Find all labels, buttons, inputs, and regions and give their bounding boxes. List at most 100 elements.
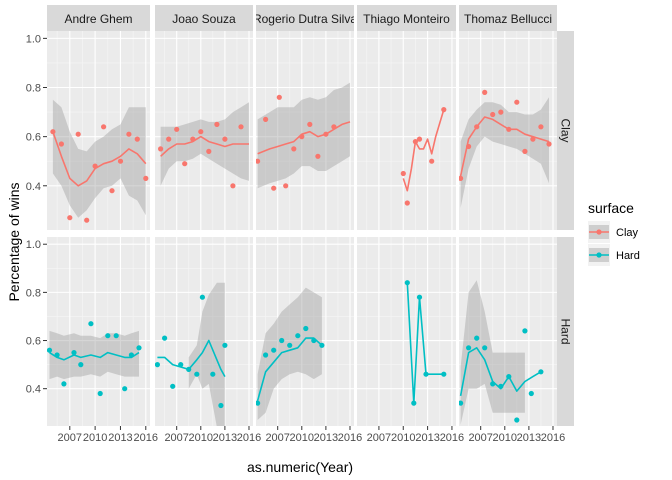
y-tick-label: 0.8 [26, 83, 41, 95]
panel-background [357, 31, 456, 230]
data-point [256, 400, 261, 406]
panel-marks [256, 82, 351, 191]
x-tick-label: 2013 [213, 432, 237, 444]
smooth-line [256, 337, 323, 401]
player-strips: Andre Ghem Joao Souza Rogerio Dutra Silva T… [47, 5, 557, 31]
y-tick-label: 0.8 [26, 287, 41, 299]
data-point [474, 335, 480, 341]
facet-panels [47, 31, 557, 426]
data-point [331, 124, 337, 130]
data-point [222, 136, 228, 142]
data-point [459, 175, 464, 181]
data-point [404, 280, 410, 286]
data-point [230, 183, 236, 189]
data-point [71, 350, 77, 356]
panel-clay-2 [256, 31, 354, 230]
data-point [323, 131, 329, 137]
data-point [162, 335, 168, 341]
data-point [271, 185, 277, 191]
data-point [411, 400, 417, 406]
data-point [101, 124, 107, 130]
confidence-band [52, 99, 146, 218]
panel-data [158, 102, 249, 189]
legend-title: surface [588, 200, 634, 216]
data-point [113, 333, 119, 339]
x-tick-label: 2016 [541, 432, 565, 444]
strip-background [459, 5, 557, 31]
x-tick-label: 2016 [134, 432, 158, 444]
confidence-band [188, 282, 225, 426]
data-point [466, 143, 472, 150]
data-point [295, 333, 301, 339]
data-point [190, 136, 196, 142]
data-point [58, 141, 64, 147]
x-tick-label: 2013 [314, 432, 338, 444]
panel-hard-2 [256, 237, 354, 426]
data-point [158, 146, 164, 152]
data-point [263, 116, 269, 122]
confidence-band [49, 330, 139, 380]
data-point [109, 188, 115, 194]
legend-point [596, 252, 602, 258]
data-point [170, 383, 176, 389]
data-point [199, 294, 205, 300]
data-point [61, 381, 67, 387]
smooth-line [402, 109, 445, 192]
data-point [238, 124, 244, 130]
data-point [256, 158, 261, 164]
legend-label: Hard [616, 250, 640, 262]
x-tick-label: 2013 [415, 432, 439, 444]
x-tick-label: 2010 [83, 432, 107, 444]
legend: surface Clay Hard [588, 200, 640, 266]
strip-label: Hard [559, 318, 573, 344]
data-point [128, 352, 134, 358]
y-axis-title: Percentage of wins [6, 182, 22, 301]
confidence-band [460, 97, 549, 208]
x-tick-label: 2007 [367, 432, 391, 444]
data-point [429, 158, 435, 164]
panel-marks [158, 102, 249, 189]
x-tick-label: 2007 [58, 432, 82, 444]
panel-data [459, 89, 552, 208]
data-point [67, 215, 73, 221]
data-point [136, 345, 142, 351]
data-point [416, 294, 423, 300]
strip-player-4: Thomaz Bellucci [459, 5, 557, 31]
data-point [283, 183, 289, 189]
panel-clay-4 [459, 31, 557, 230]
strip-surface-clay: Clay [557, 31, 574, 230]
panel-background [357, 237, 456, 426]
data-point [276, 94, 282, 100]
strip-player-3: Thiago Monteiro [357, 5, 456, 31]
data-point [530, 136, 536, 142]
strip-label: Andre Ghem [64, 12, 132, 26]
data-point [122, 386, 128, 392]
legend-label: Clay [616, 227, 639, 239]
y-tick-label: 0.4 [26, 181, 41, 193]
smooth-line [160, 135, 249, 157]
data-point [50, 129, 56, 135]
x-tick-label: 2010 [189, 432, 213, 444]
panel-marks [404, 280, 447, 406]
panel-data [400, 107, 447, 206]
data-point [134, 136, 140, 142]
strip-label: Thiago Monteiro [363, 12, 450, 26]
strip-player-1: Joao Souza [155, 5, 253, 31]
strip-player-2: Rogerio Dutra Silva [256, 5, 354, 31]
data-point [441, 107, 447, 113]
y-tick-label: 0.4 [26, 384, 41, 396]
data-point [287, 342, 293, 348]
x-tick-label: 2007 [164, 432, 188, 444]
x-axis: 2007 2010 2013 2016 2007 2010 2013 2016 2007 2010… [58, 426, 565, 444]
surface-strips: Clay Hard [557, 31, 574, 426]
data-point [528, 390, 534, 397]
data-point [546, 141, 552, 147]
legend-item-clay: Clay [588, 221, 639, 243]
data-point [88, 321, 94, 327]
data-point [78, 362, 84, 368]
smooth-line [52, 131, 147, 187]
panel-data [459, 280, 544, 425]
data-point [466, 345, 472, 351]
data-point [47, 347, 53, 353]
